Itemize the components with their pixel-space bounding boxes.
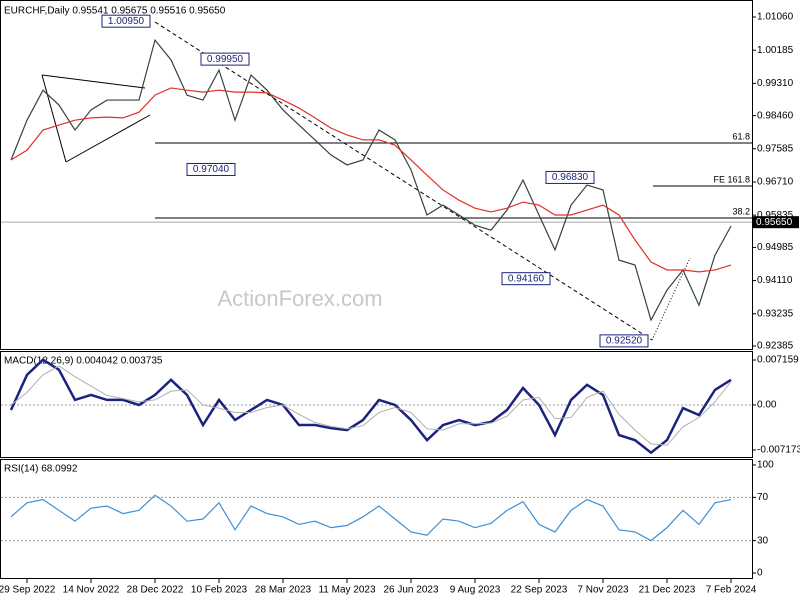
y-tick-label: 1.00185: [757, 45, 794, 56]
y-tick-label: 1.01060: [757, 12, 794, 23]
y-tick-label: 30: [757, 535, 769, 546]
annotation-box: [501, 272, 551, 286]
annotation-box: [101, 14, 151, 28]
annotation-label: 0.96830: [552, 172, 589, 183]
rsi-panel: [0, 459, 753, 579]
annotation-box: [599, 334, 649, 348]
y-tick-label: 0.96710: [757, 177, 794, 188]
x-tick-label: 14 Nov 2022: [63, 585, 120, 596]
y-tick-label: 70: [757, 492, 769, 503]
annotation-label: 1.00950: [108, 16, 145, 27]
fib-label: FE 161.8: [713, 174, 750, 184]
x-tick-label: 29 Sep 2022: [0, 585, 56, 596]
series-line: [10, 365, 732, 446]
y-tick-label: 0.97585: [757, 143, 794, 154]
series-line: [10, 87, 732, 273]
watermark: ActionForex.com: [217, 286, 382, 311]
annotation-box: [200, 52, 250, 66]
last-price-label: 0.95650: [756, 217, 793, 228]
trend-line: [154, 21, 653, 341]
y-tick-label: 0.00: [757, 400, 777, 411]
triangle-line: [41, 74, 67, 163]
triangle-line: [41, 74, 146, 89]
annotation-label: 0.99950: [207, 54, 244, 65]
y-tick-label: 0.94985: [757, 242, 794, 253]
x-tick-label: 21 Dec 2023: [639, 585, 696, 596]
last-price-box: [753, 216, 799, 229]
y-tick-label: 0.98460: [757, 110, 794, 121]
y-tick-label: 0.007159: [757, 355, 799, 366]
y-tick-label: 0.95835: [757, 210, 794, 221]
x-tick-label: 7 Feb 2024: [706, 585, 757, 596]
annotation-box: [545, 170, 595, 184]
triangle-line: [65, 114, 151, 163]
series-line: [10, 38, 732, 322]
annotation-box: [186, 162, 236, 176]
price-panel: [0, 0, 753, 350]
chart-title: MACD(12,26,9) 0.004042 0.003735: [4, 356, 163, 367]
y-tick-label: 0.94110: [757, 275, 793, 286]
chart-title: EURCHF,Daily 0.95541 0.95675 0.95516 0.9…: [4, 6, 226, 17]
fib-label: 38.2: [732, 206, 750, 216]
series-line: [9, 358, 732, 455]
y-tick-label: 0: [757, 568, 763, 579]
y-tick-label: 0.99310: [757, 78, 794, 89]
y-tick-label: -0.007173: [757, 445, 800, 456]
chart-title: RSI(14) 68.0992: [4, 464, 78, 475]
y-tick-label: 0.93235: [757, 308, 794, 319]
fib-label: 61.8: [732, 131, 750, 141]
x-tick-label: 11 May 2023: [318, 585, 376, 596]
annotation-label: 0.94160: [508, 273, 545, 284]
x-tick-label: 7 Nov 2023: [577, 585, 629, 596]
drawings: [41, 21, 691, 341]
x-tick-label: 28 Dec 2022: [127, 585, 184, 596]
x-tick-label: 9 Aug 2023: [450, 585, 501, 596]
x-tick-label: 28 Mar 2023: [255, 585, 312, 596]
x-tick-label: 26 Jun 2023: [383, 585, 438, 596]
y-tick-label: 0.92385: [757, 341, 794, 352]
x-tick-label: 10 Feb 2023: [191, 585, 248, 596]
annotation-label: 0.97040: [193, 164, 230, 175]
x-tick-label: 22 Sep 2023: [511, 585, 568, 596]
series-line: [10, 494, 732, 542]
y-tick-label: 100: [757, 460, 774, 471]
annotation-label: 0.92520: [606, 336, 643, 347]
